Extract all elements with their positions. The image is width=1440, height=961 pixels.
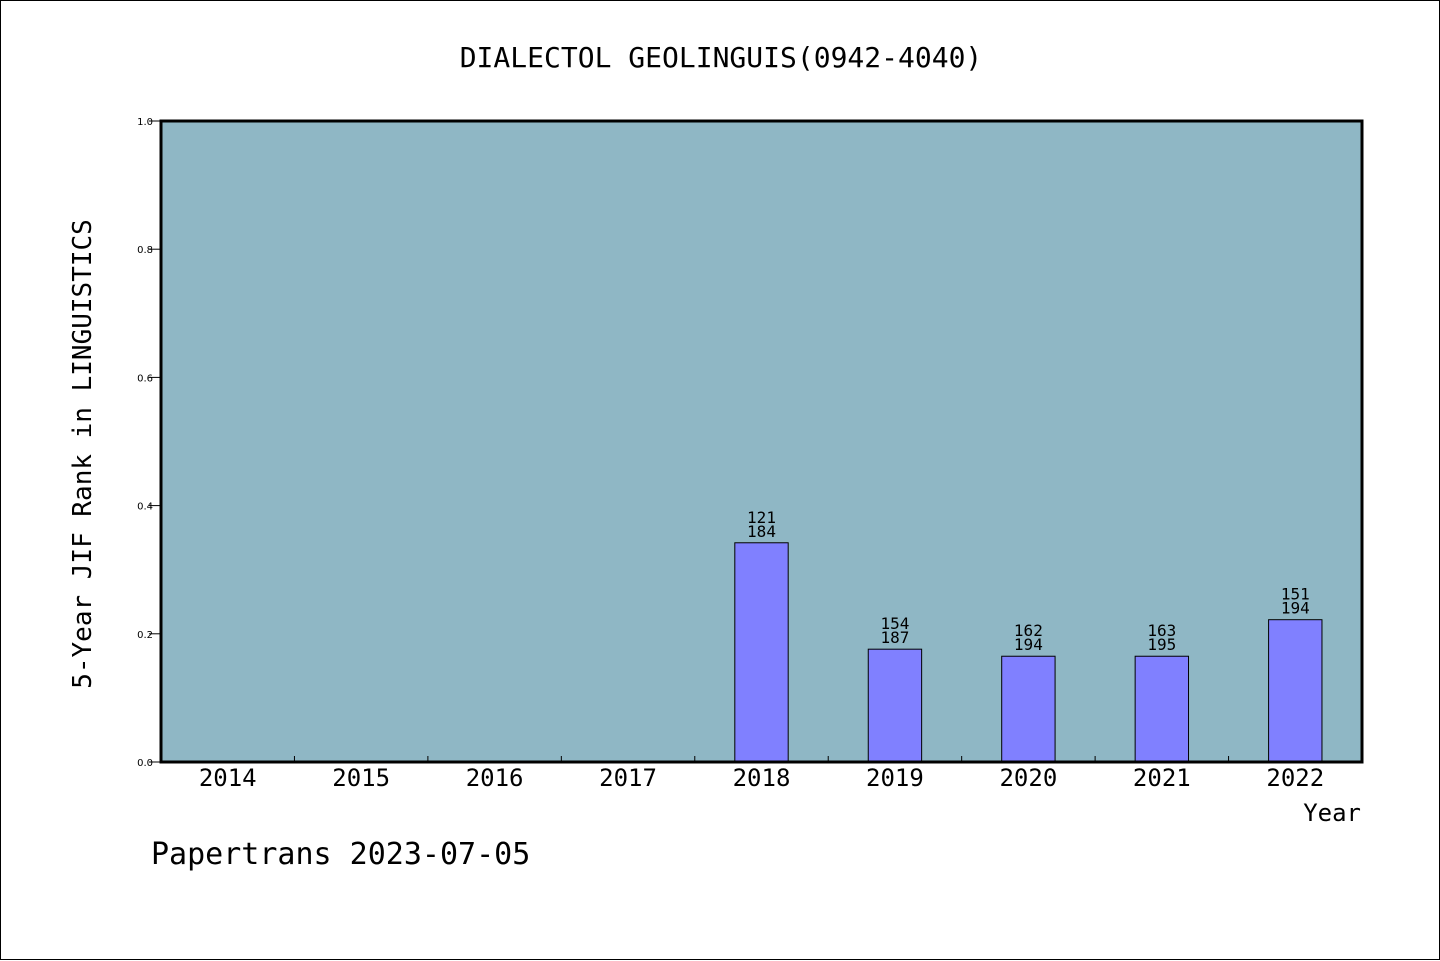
bar-total-label: 184 <box>747 522 776 541</box>
bar-2019 <box>867 648 923 763</box>
bar-total-label: 194 <box>1014 635 1043 654</box>
x-axis-label: Year <box>1303 799 1361 827</box>
bar-rank-label: 163 <box>1147 621 1176 640</box>
x-tick-label: 2020 <box>999 764 1057 792</box>
x-tick-label: 2014 <box>199 764 257 792</box>
bar-2021 <box>1134 655 1190 763</box>
y-axis-ticks: 0.0 0.2 0.4 0.6 0.8 1.0 <box>137 117 161 769</box>
chart-title: DIALECTOL GEOLINGUIS(0942-4040) <box>460 41 983 74</box>
y-tick-label: 1.0 <box>137 117 153 128</box>
bar-total-label: 195 <box>1147 635 1176 654</box>
bar-2020 <box>1001 655 1056 763</box>
x-tick-label: 2018 <box>733 764 791 792</box>
y-tick-label: 0.6 <box>137 373 153 384</box>
x-tick-label: 2017 <box>599 764 657 792</box>
x-tick-label: 2022 <box>1266 764 1324 792</box>
bar-2022 <box>1268 619 1323 763</box>
x-tick-label: 2021 <box>1133 764 1191 792</box>
bar-rank-label: 151 <box>1281 585 1310 604</box>
y-tick-label: 0.2 <box>137 630 153 641</box>
bar-total-label: 194 <box>1281 599 1310 618</box>
y-tick-label: 0.8 <box>137 245 153 256</box>
x-tick-label: 2019 <box>866 764 924 792</box>
bar-2018 <box>734 542 789 763</box>
bar-total-label: 187 <box>880 628 909 647</box>
x-tick-labels-group: 2014 2015 2016 2017 2018 2019 2020 2021 2022 <box>199 764 1324 792</box>
x-tick-label: 2016 <box>466 764 524 792</box>
y-tick-label: 0.4 <box>137 502 153 513</box>
y-axis-label: 5-Year JIF Rank in LINGUISTICS <box>68 219 98 689</box>
bar-rank-label: 162 <box>1014 621 1043 640</box>
plot-border <box>159 119 1364 764</box>
x-tick-label: 2015 <box>332 764 390 792</box>
y-tick-label: 0.0 <box>137 758 153 769</box>
footer-credit: Papertrans 2023-07-05 <box>151 837 530 872</box>
bars-group <box>734 542 1323 763</box>
bar-rank-label: 121 <box>747 508 776 527</box>
bar-rank-label: 154 <box>880 614 909 633</box>
